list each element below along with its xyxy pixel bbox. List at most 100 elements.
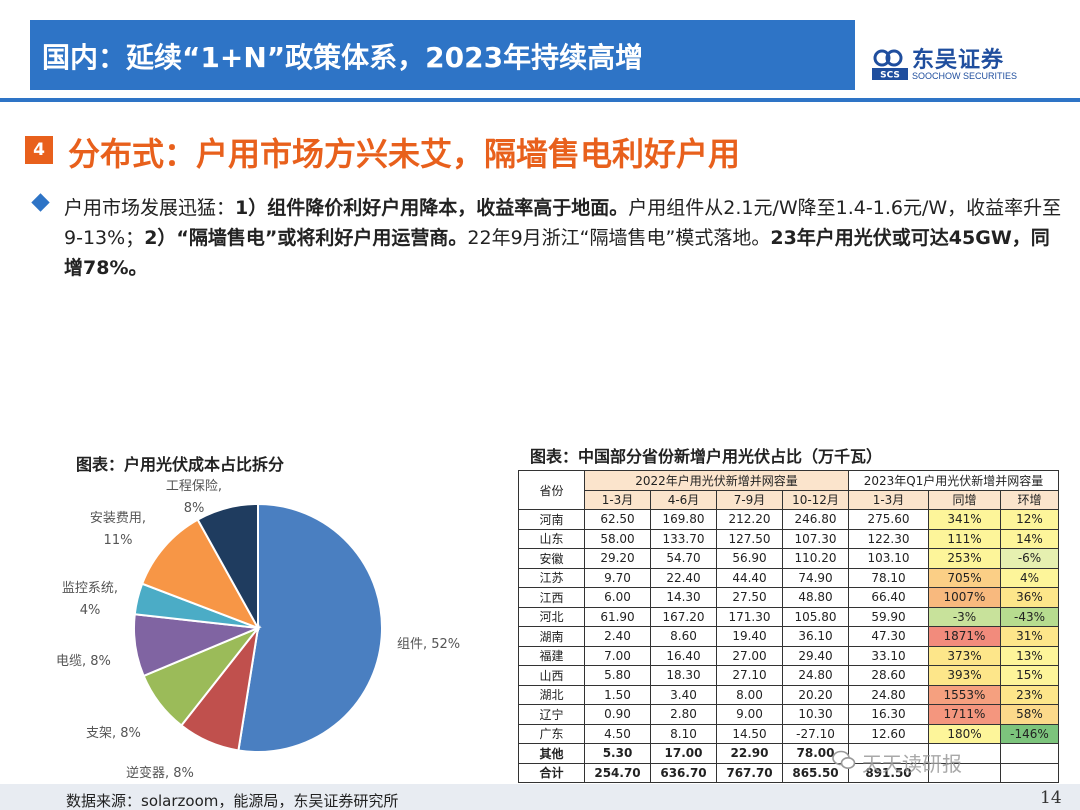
cell-yoy: 111% bbox=[928, 528, 1001, 549]
pie-label-6: 工程保险, 8% bbox=[166, 479, 222, 516]
cell-2022-q3: 27.10 bbox=[716, 665, 783, 686]
bullet-part3: 户用组件从2.1元/W降至1.4-1.6元/W，收益率升至9-13%； bbox=[64, 197, 1062, 249]
bullet-part1: 户用市场发展迅猛： bbox=[64, 197, 236, 219]
cell-2022-q1: 4.50 bbox=[584, 723, 651, 744]
header-q3: 7-9月 bbox=[716, 489, 783, 510]
wechat-icon bbox=[832, 750, 856, 769]
cell-2022-q4: 10.30 bbox=[782, 704, 849, 725]
cell-qoq: 13% bbox=[1000, 645, 1059, 666]
table-row: 安徽 29.20 54.70 56.90 110.20 103.10 253% -6% bbox=[518, 548, 1059, 569]
table-row: 江苏 9.70 22.40 44.40 74.90 78.10 705% 4% bbox=[518, 567, 1059, 588]
header-qoq: 环增 bbox=[1000, 489, 1059, 510]
page-title: 国内：延续“1+N”政策体系，2023年持续高增 bbox=[42, 41, 644, 74]
cell-2022-q3: 27.00 bbox=[716, 645, 783, 666]
cell-2022-q3: 767.70 bbox=[716, 762, 783, 783]
cell-province: 江西 bbox=[518, 587, 585, 608]
pie-slice-0 bbox=[237, 502, 383, 753]
table-row: 山西 5.80 18.30 27.10 24.80 28.60 393% 15% bbox=[518, 665, 1059, 686]
header-2023-group: 2023年Q1户用光伏新增并网容量 bbox=[848, 470, 1059, 491]
pie-slice-5 bbox=[140, 518, 261, 630]
header-q4: 10-12月 bbox=[782, 489, 849, 510]
cell-2023-q1: 16.30 bbox=[848, 704, 929, 725]
cell-2022-q2: 18.30 bbox=[650, 665, 717, 686]
cell-2022-q1: 0.90 bbox=[584, 704, 651, 725]
cell-2022-q1: 58.00 bbox=[584, 528, 651, 549]
table-row: 广东 4.50 8.10 14.50 -27.10 12.60 180% -146% bbox=[518, 723, 1059, 744]
cell-2022-q1: 5.80 bbox=[584, 665, 651, 686]
cell-yoy: 1711% bbox=[928, 704, 1001, 725]
cell-province: 福建 bbox=[518, 645, 585, 666]
cell-2022-q4: 110.20 bbox=[782, 548, 849, 569]
cell-2022-q1: 6.00 bbox=[584, 587, 651, 608]
cell-2022-q1: 62.50 bbox=[584, 509, 651, 530]
cell-2022-q4: -27.10 bbox=[782, 723, 849, 744]
cell-province: 江苏 bbox=[518, 567, 585, 588]
cell-2022-q3: 19.40 bbox=[716, 626, 783, 647]
footer-band bbox=[0, 784, 1080, 810]
cell-2022-q3: 14.50 bbox=[716, 723, 783, 744]
cell-province: 山西 bbox=[518, 665, 585, 686]
pie-label-3: 电缆, 8% bbox=[56, 653, 111, 669]
cell-2022-q3: 8.00 bbox=[716, 684, 783, 705]
cell-qoq: -146% bbox=[1000, 723, 1059, 744]
cell-2023-q1: 122.30 bbox=[848, 528, 929, 549]
cell-2023-q1: 59.90 bbox=[848, 606, 929, 627]
cell-2022-q2: 22.40 bbox=[650, 567, 717, 588]
table-row: 辽宁 0.90 2.80 9.00 10.30 16.30 1711% 58% bbox=[518, 704, 1059, 725]
logo-english-name: SOOCHOW SECURITIES bbox=[912, 71, 1018, 81]
cell-province: 辽宁 bbox=[518, 704, 585, 725]
cell-2022-q4: 246.80 bbox=[782, 509, 849, 530]
cell-qoq: -43% bbox=[1000, 606, 1059, 627]
cell-2022-q2: 14.30 bbox=[650, 587, 717, 608]
cell-2022-q2: 133.70 bbox=[650, 528, 717, 549]
cell-2022-q1: 61.90 bbox=[584, 606, 651, 627]
cell-qoq: 58% bbox=[1000, 704, 1059, 725]
cell-2022-q1: 254.70 bbox=[584, 762, 651, 783]
cell-qoq: -6% bbox=[1000, 548, 1059, 569]
cell-2022-q3: 212.20 bbox=[716, 509, 783, 530]
cell-yoy: 1007% bbox=[928, 587, 1001, 608]
cell-qoq: 15% bbox=[1000, 665, 1059, 686]
cell-2022-q4: 74.90 bbox=[782, 567, 849, 588]
scs-logo-icon: SCS bbox=[872, 49, 908, 81]
cell-yoy: 373% bbox=[928, 645, 1001, 666]
cell-2022-q4: 48.80 bbox=[782, 587, 849, 608]
cell-2022-q2: 636.70 bbox=[650, 762, 717, 783]
cell-2022-q3: 22.90 bbox=[716, 743, 783, 764]
cell-qoq bbox=[1000, 743, 1059, 764]
table-row: 湖南 2.40 8.60 19.40 36.10 47.30 1871% 31% bbox=[518, 626, 1059, 647]
pie-slice-6 bbox=[196, 502, 259, 632]
cell-qoq: 31% bbox=[1000, 626, 1059, 647]
cell-2022-q1: 29.20 bbox=[584, 548, 651, 569]
bullet-part6: 23年户用光伏或可达45GW，同增78%。 bbox=[64, 227, 1050, 279]
header-q2: 4-6月 bbox=[650, 489, 717, 510]
logo-mark-text: SCS bbox=[880, 71, 900, 81]
pie-chart-title: 图表：户用光伏成本占比拆分 bbox=[76, 455, 285, 474]
bullet-paragraph: 户用市场发展迅猛：1）组件降价利好户用降本，收益率高于地面。户用组件从2.1元/… bbox=[64, 193, 1064, 283]
cell-2022-q3: 127.50 bbox=[716, 528, 783, 549]
section-number: 4 bbox=[25, 136, 53, 164]
bullet-part4: 2）“隔墙售电”或将利好户用运营商。 bbox=[144, 227, 468, 249]
header-province: 省份 bbox=[518, 470, 585, 510]
cell-2022-q4: 20.20 bbox=[782, 684, 849, 705]
table-row: 河南 62.50 169.80 212.20 246.80 275.60 341% 12% bbox=[518, 509, 1059, 530]
header-yoy: 同增 bbox=[928, 489, 1001, 510]
cell-qoq: 14% bbox=[1000, 528, 1059, 549]
table-title: 图表：中国部分省份新增户用光伏占比（万千瓦） bbox=[530, 447, 883, 466]
cell-province: 湖北 bbox=[518, 684, 585, 705]
header-2022-group: 2022年户用光伏新增并网容量 bbox=[584, 470, 849, 491]
cell-2022-q4: 36.10 bbox=[782, 626, 849, 647]
cell-2023-q1: 891.50 bbox=[848, 762, 929, 783]
cell-2022-q1: 5.30 bbox=[584, 743, 651, 764]
cell-province: 河南 bbox=[518, 509, 585, 530]
cell-yoy: 1871% bbox=[928, 626, 1001, 647]
cell-2023-q1: 66.40 bbox=[848, 587, 929, 608]
pie-label-1: 逆变器, 8% bbox=[126, 765, 194, 781]
cell-yoy: 393% bbox=[928, 665, 1001, 686]
cell-yoy: 705% bbox=[928, 567, 1001, 588]
cell-2023-q1: 12.60 bbox=[848, 723, 929, 744]
pie-label-2: 支架, 8% bbox=[86, 726, 141, 741]
cell-province: 广东 bbox=[518, 723, 585, 744]
cell-2022-q2: 3.40 bbox=[650, 684, 717, 705]
cell-2022-q2: 8.10 bbox=[650, 723, 717, 744]
